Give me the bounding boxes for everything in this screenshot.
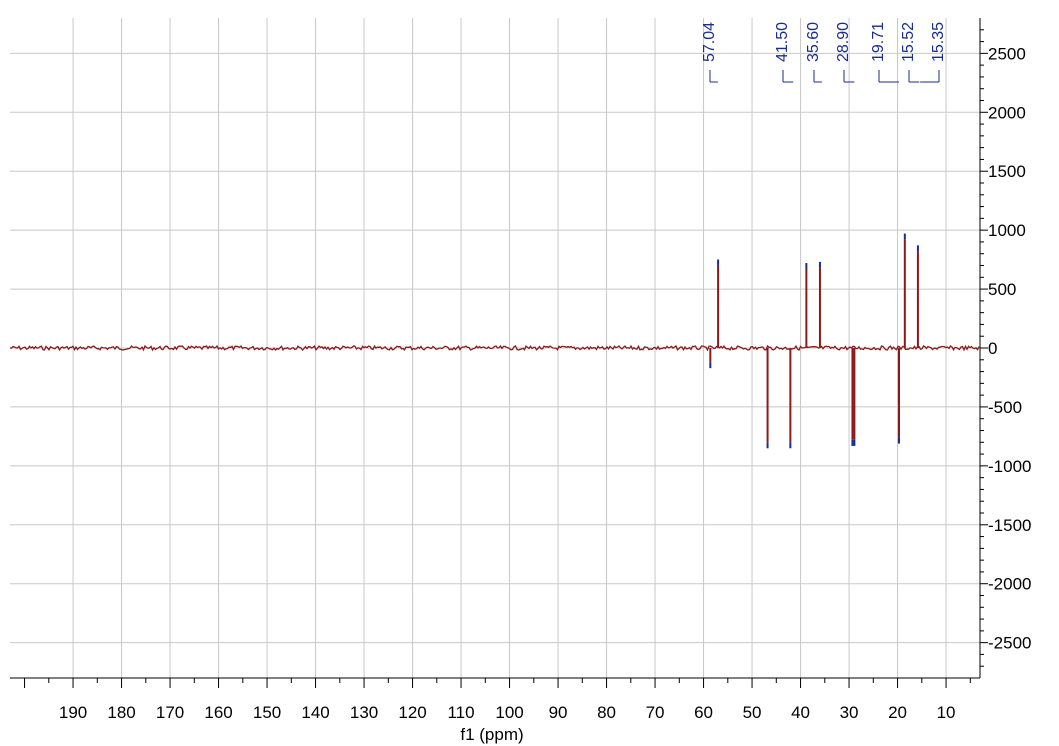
y-tick-label: 1500 <box>988 162 1026 181</box>
y-tick-label: -1000 <box>988 457 1031 476</box>
spectrum-series <box>9 233 980 449</box>
peak-label: 41.50 <box>774 22 791 62</box>
x-tick-label: 70 <box>646 703 665 722</box>
x-tick-label: 20 <box>888 703 907 722</box>
x-tick-label: 170 <box>156 703 184 722</box>
x-tick-label: 180 <box>107 703 135 722</box>
x-tick-label: 110 <box>447 703 474 722</box>
x-tick-label: 50 <box>743 703 762 722</box>
peak-label: 35.60 <box>805 22 822 62</box>
x-tick-label: 100 <box>495 703 523 722</box>
x-tick-label: 140 <box>301 703 329 722</box>
y-tick-label: 2000 <box>988 103 1026 122</box>
y-tick-label: -1500 <box>988 516 1031 535</box>
y-tick-label: 2500 <box>988 44 1026 63</box>
axes: 190 180 170 160 150 140 130 120 110 100 90 80 70 60 50… <box>10 18 1031 722</box>
y-tick-label: 1000 <box>988 221 1026 240</box>
y-tick-label: -500 <box>988 398 1022 417</box>
y-tick-label: -2500 <box>988 634 1031 653</box>
y-tick-label: 0 <box>988 339 997 358</box>
x-tick-label: 60 <box>694 703 713 722</box>
peak-label: 19.71 <box>870 22 887 62</box>
x-tick-label: 190 <box>59 703 87 722</box>
x-tick-label: 130 <box>350 703 378 722</box>
grid <box>10 18 980 678</box>
x-tick-label: 40 <box>791 703 810 722</box>
spectrum-baseline <box>9 344 980 352</box>
x-tick-label: 30 <box>840 703 859 722</box>
x-tick-label: 90 <box>549 703 568 722</box>
y-tick-label: -2000 <box>988 575 1031 594</box>
y-tick-label: 500 <box>988 280 1016 299</box>
peak-label: 15.35 <box>930 22 947 62</box>
x-tick-label: 150 <box>253 703 281 722</box>
peak-label: 28.90 <box>835 22 852 62</box>
x-axis-label: f1 (ppm) <box>460 725 523 744</box>
x-tick-label: 80 <box>597 703 616 722</box>
peak-labels: 57.04 41.50 35.60 28.90 19.71 15.52 15.35 <box>701 22 947 83</box>
x-tick-label: 10 <box>937 703 956 722</box>
peak-label: 15.52 <box>900 22 917 62</box>
peak-label: 57.04 <box>701 22 718 62</box>
x-tick-label: 160 <box>204 703 232 722</box>
x-tick-label: 120 <box>398 703 426 722</box>
